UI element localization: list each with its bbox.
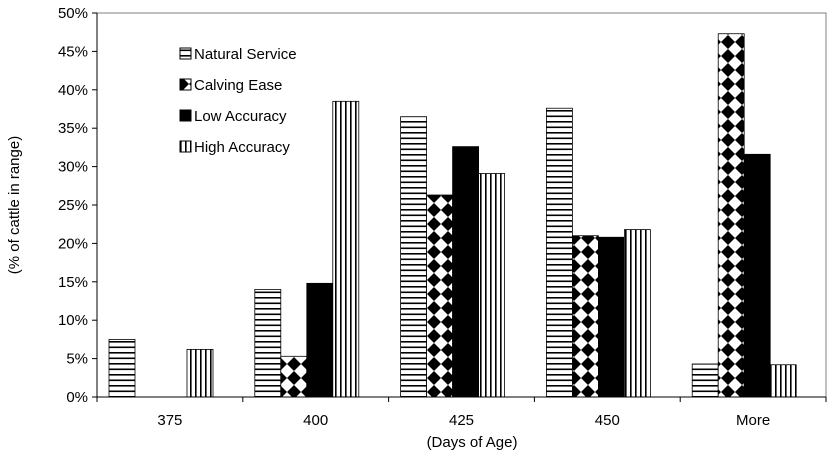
- bar-high-accuracy-375: [186, 348, 214, 398]
- legend-swatch-calving-ease: [179, 78, 192, 91]
- y-tick-label: 30%: [58, 159, 88, 176]
- plot-area: [97, 12, 827, 397]
- legend-label-calving-ease: Calving Ease: [194, 77, 282, 94]
- plot-frame: [97, 12, 827, 397]
- y-tick-label: 35%: [58, 120, 88, 137]
- x-tick-label: 450: [595, 412, 620, 429]
- y-tick-label: 20%: [58, 235, 88, 252]
- y-tick-label: 15%: [58, 274, 88, 291]
- y-tick-label: 40%: [58, 82, 88, 99]
- bar-high-accuracy-450: [624, 229, 651, 398]
- legend-swatch-low-accuracy: [179, 109, 192, 122]
- bars-group: [108, 33, 797, 398]
- bar-low-accuracy-400: [306, 282, 334, 398]
- bar-high-accuracy-400: [332, 100, 360, 398]
- axes-group: 0% 5% 10% 15% 20% 25% 30% 35% 40% 45% 50% 375 400 425…: [58, 5, 827, 429]
- y-tick-label: 5%: [66, 351, 88, 368]
- bar-calving-ease-400: [280, 355, 308, 398]
- legend-swatch-high-accuracy: [179, 140, 192, 153]
- legend-swatch-natural-service: [179, 47, 192, 60]
- bar-calving-ease-more: [717, 33, 745, 398]
- x-axis-title: (Days of Age): [427, 434, 518, 451]
- x-tick-label: 425: [449, 412, 474, 429]
- x-tick-label: More: [736, 412, 770, 429]
- bar-natural-service-more: [691, 363, 719, 398]
- y-tick-label: 0%: [66, 389, 88, 406]
- bar-high-accuracy-more: [769, 364, 797, 398]
- y-tick-label: 50%: [58, 5, 88, 22]
- x-tick-label: 375: [157, 412, 182, 429]
- y-tick-label: 10%: [58, 312, 88, 329]
- legend: Natural Service Calving Ease Low Accuracy H…: [179, 46, 297, 156]
- bar-calving-ease-450: [572, 235, 599, 398]
- legend-label-high-accuracy: High Accuracy: [194, 139, 290, 156]
- bar-natural-service-450: [546, 107, 573, 398]
- bar-calving-ease-425: [426, 194, 454, 398]
- bar-natural-service-400: [254, 289, 282, 398]
- y-tick-label: 25%: [58, 197, 88, 214]
- bar-low-accuracy-more: [743, 153, 771, 398]
- x-tick-label: 400: [303, 412, 328, 429]
- bar-low-accuracy-450: [598, 236, 625, 398]
- y-axis-title: (% of cattle in range): [6, 136, 23, 274]
- bar-natural-service-425: [400, 116, 428, 398]
- legend-label-natural-service: Natural Service: [194, 46, 297, 63]
- legend-label-low-accuracy: Low Accuracy: [194, 108, 287, 125]
- y-tick-label: 45%: [58, 43, 88, 60]
- bar-low-accuracy-425: [452, 146, 480, 398]
- bar-natural-service-375: [108, 338, 136, 398]
- bar-high-accuracy-425: [478, 173, 506, 398]
